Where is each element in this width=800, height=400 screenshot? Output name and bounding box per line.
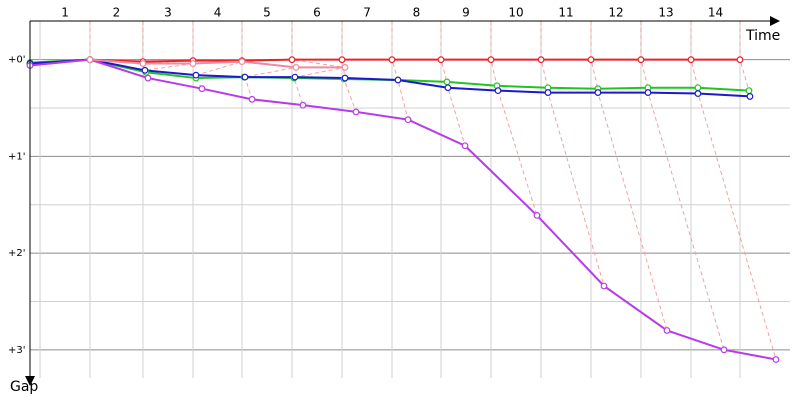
y-axis-arrow <box>25 376 35 386</box>
x-tick-label: 9 <box>462 6 470 20</box>
data-point <box>533 211 541 219</box>
lap-connector <box>590 21 668 331</box>
data-point <box>736 56 744 64</box>
y-tick-label: +3' <box>8 345 26 356</box>
x-tick-label: 10 <box>508 6 523 20</box>
x-tick-label: 11 <box>558 6 573 20</box>
data-point <box>637 56 645 64</box>
x-tick-label: 8 <box>413 6 421 20</box>
data-point <box>746 93 754 100</box>
lap-connector <box>89 21 143 65</box>
data-point <box>192 71 200 79</box>
x-tick-label: 7 <box>363 6 371 20</box>
x-tick-label: 5 <box>263 6 271 20</box>
lap-connector <box>241 21 297 100</box>
data-point <box>404 116 412 124</box>
data-point <box>299 101 307 109</box>
x-tick-label: 1 <box>61 6 69 20</box>
lap-connector <box>690 21 777 360</box>
x-tick-label: 12 <box>608 6 623 20</box>
data-point <box>248 95 256 103</box>
data-point <box>139 60 147 67</box>
lap-connector <box>440 21 466 146</box>
data-point <box>288 56 296 64</box>
lap-connector <box>640 21 725 350</box>
data-point <box>644 89 652 96</box>
series-line <box>89 58 346 69</box>
axes: Time Gap <box>10 16 780 395</box>
data-point <box>443 78 451 86</box>
data-point <box>537 56 545 64</box>
data-point <box>600 282 608 290</box>
data-point <box>141 66 149 74</box>
data-point <box>772 356 780 363</box>
lap-connector <box>291 21 346 106</box>
lap-connector <box>540 21 605 287</box>
x-tick-label: 4 <box>214 6 222 20</box>
data-point <box>394 76 402 84</box>
data-point <box>86 56 94 64</box>
x-tick-label: 6 <box>313 6 321 20</box>
data-point <box>461 142 469 150</box>
x-tick-label: 2 <box>113 6 121 20</box>
data-point <box>437 56 445 64</box>
data-point <box>663 327 671 334</box>
data-point <box>238 58 246 66</box>
lap-connector <box>391 21 409 120</box>
data-point <box>720 346 728 354</box>
data-point <box>291 73 299 81</box>
data-point <box>494 87 502 95</box>
data-point <box>189 60 197 67</box>
x-tick-label: 3 <box>164 6 172 20</box>
data-point <box>338 56 346 64</box>
data-point <box>341 64 349 71</box>
data-point <box>198 85 206 93</box>
data-point <box>292 64 300 71</box>
y-tick-label: +2' <box>8 248 26 259</box>
series-line <box>29 58 777 361</box>
data-point <box>444 84 452 92</box>
x-axis-arrow <box>770 16 780 26</box>
data-point <box>694 84 702 92</box>
data-point <box>544 89 552 96</box>
lap-connector <box>490 21 538 216</box>
y-tick-label: +0' <box>8 55 26 66</box>
data-point <box>745 87 753 95</box>
x-tick-label: 14 <box>708 6 723 20</box>
data-point <box>594 89 602 96</box>
x-tick-label: 13 <box>658 6 673 20</box>
lap-connector <box>142 21 194 79</box>
data-point <box>587 56 595 64</box>
x-axis-label: Time <box>745 28 780 44</box>
y-tick-label: +1' <box>8 151 26 162</box>
data-point <box>687 56 695 64</box>
data-point <box>241 73 249 81</box>
data-point <box>352 108 360 116</box>
y-axis-label: Gap <box>10 379 38 395</box>
data-point <box>388 56 396 64</box>
data-point <box>144 74 152 82</box>
series-lines <box>26 56 780 363</box>
data-point <box>341 74 349 82</box>
data-point <box>487 56 495 64</box>
data-point <box>694 90 702 97</box>
